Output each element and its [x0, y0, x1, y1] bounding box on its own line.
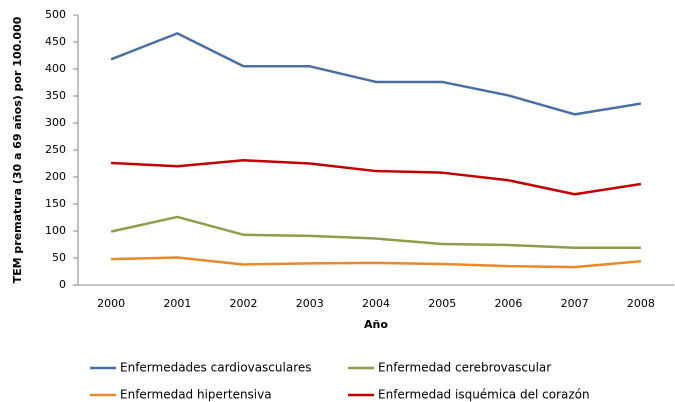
x-tick-label: 2003 — [296, 297, 324, 310]
legend-label: Enfermedad isquémica del corazón — [378, 388, 590, 402]
y-tick-label: 0 — [59, 278, 66, 291]
legend-label: Enfermedades cardiovasculares — [120, 361, 312, 375]
x-tick-label: 2007 — [561, 297, 589, 310]
x-tick-label: 2008 — [627, 297, 655, 310]
x-tick-label: 2004 — [362, 297, 390, 310]
series-line — [111, 159, 642, 196]
y-tick-label: 250 — [45, 143, 66, 156]
y-tick-label: 450 — [45, 35, 66, 48]
series-line — [111, 256, 642, 269]
y-axis-label: TEM prematura (30 a 69 años) por 100.000 — [11, 16, 24, 283]
x-tick-label: 2000 — [97, 297, 125, 310]
y-tick-label: 500 — [45, 8, 66, 21]
x-tick-label: 2005 — [428, 297, 456, 310]
x-tick-label: 2006 — [494, 297, 522, 310]
x-tick-label: 2002 — [230, 297, 258, 310]
y-tick-label: 150 — [45, 197, 66, 210]
x-tick-label: 2001 — [163, 297, 191, 310]
y-tick-label: 350 — [45, 89, 66, 102]
y-tick-label: 300 — [45, 116, 66, 129]
legend-label: Enfermedad hipertensiva — [120, 388, 272, 402]
x-axis-label: Año — [364, 318, 388, 331]
y-tick-label: 400 — [45, 62, 66, 75]
y-tick-label: 200 — [45, 170, 66, 183]
y-tick-label: 50 — [52, 251, 66, 264]
series-line — [110, 32, 642, 116]
legend-label: Enfermedad cerebrovascular — [378, 361, 551, 375]
series-line — [110, 215, 641, 249]
y-tick-label: 100 — [45, 224, 66, 237]
